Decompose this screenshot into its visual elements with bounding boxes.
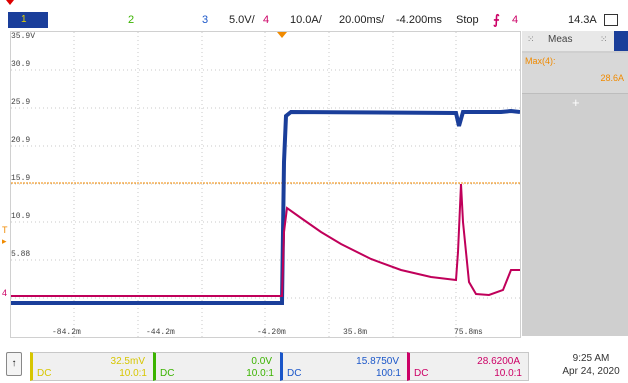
y-label: 5.88 [11,250,31,259]
clock-time: 9:25 AM [572,353,610,364]
ch1-status[interactable]: 32.5mV DC 10.0:1 [30,352,154,381]
run-stop-state[interactable]: Stop [456,14,479,26]
drag-handle-icon[interactable]: ⁙ [600,34,608,44]
x-label: 75.8ms [454,328,483,337]
ch4-status[interactable]: 28.6200A DC 10.0:1 [407,352,529,381]
ch3-value: 15.8750V [356,356,399,367]
warning-marker-icon [6,0,14,5]
ch1-coupling: DC [37,368,52,379]
trigger-level[interactable]: 14.3A [568,14,597,26]
ch4-trace [11,183,520,297]
y-label: 25.9 [11,98,31,107]
ch3-selector[interactable]: 3 [202,14,209,26]
timebase[interactable]: 20.00ms/ [339,14,385,26]
x-label: -84.2m [52,328,81,337]
ch2-value: 0.0V [251,356,272,367]
ch1-label: 1 [21,14,27,25]
y-label: 20.9 [11,136,31,145]
panel-tab[interactable] [614,31,628,51]
trigger-arrow-icon: ▸ [2,236,7,246]
ch3-scale[interactable]: 5.0V/ [229,14,255,26]
ch3-ratio: 100:1 [375,368,401,379]
meas-header[interactable]: ⁙ Meas ⁙ [522,31,628,51]
ch4-scale[interactable]: 10.0A/ [290,14,322,26]
clipped-title-strip [0,0,628,6]
ch2-ratio: 10.0:1 [246,368,274,379]
trigger-position-icon [277,32,287,38]
ch4-selector[interactable]: 4 [263,14,270,26]
waveform-display[interactable] [10,31,521,338]
meas-item[interactable]: Max(4): 28.6A [522,53,628,94]
add-measurement-icon[interactable]: + [572,95,580,110]
trigger-source[interactable]: 4 [512,14,519,26]
scope-toolbar: 1 2 3 5.0V/ 4 10.0A/ 20.00ms/ -4.200ms S… [0,10,628,30]
y-label: 30.9 [11,60,31,69]
x-label: 35.8m [343,328,368,337]
trigger-delay[interactable]: -4.200ms [396,14,442,26]
ch2-selector[interactable]: 2 [128,14,135,26]
trigger-marker[interactable]: T [2,225,8,235]
trigger-edge-icon[interactable]: ⨍ [493,12,500,27]
ch1-value: 32.5mV [110,356,145,367]
ch2-status[interactable]: 0.0V DC 10.0:1 [153,352,281,381]
ch4-coupling: DC [414,368,429,379]
y-label: 10.9 [11,212,31,221]
ch2-coupling: DC [160,368,175,379]
meas-title: Meas [548,34,573,45]
x-label: -4.20m [257,328,286,337]
meas-item-value: 28.6A [600,73,624,83]
ch4-value: 28.6200A [477,356,520,367]
ch4-ratio: 10.0:1 [494,368,522,379]
channel-status-bar: ↑ 32.5mV DC 10.0:1 0.0V DC 10.0:1 15.875… [0,346,628,383]
ch3-coupling: DC [287,368,302,379]
meas-item-name: Max(4): [525,56,556,66]
expand-up-button[interactable]: ↑ [6,352,22,376]
ch1-selector[interactable]: 1 [8,12,48,28]
x-label: -44.2m [146,328,175,337]
y-label: 15.9 [11,174,31,183]
y-label: 35.9V [11,32,36,41]
ch3-trace [11,108,520,305]
window-mode-icon[interactable] [604,14,618,26]
clock-date: Apr 24, 2020 [562,366,620,377]
drag-handle-icon[interactable]: ⁙ [527,34,535,44]
datetime: 9:25 AM Apr 24, 2020 [556,352,626,378]
ch1-ratio: 10.0:1 [119,368,147,379]
ch3-status[interactable]: 15.8750V DC 100:1 [280,352,408,381]
ch4-ground-marker[interactable]: 4 [2,288,8,298]
measurement-panel: ⁙ Meas ⁙ Max(4): 28.6A + [522,31,628,336]
